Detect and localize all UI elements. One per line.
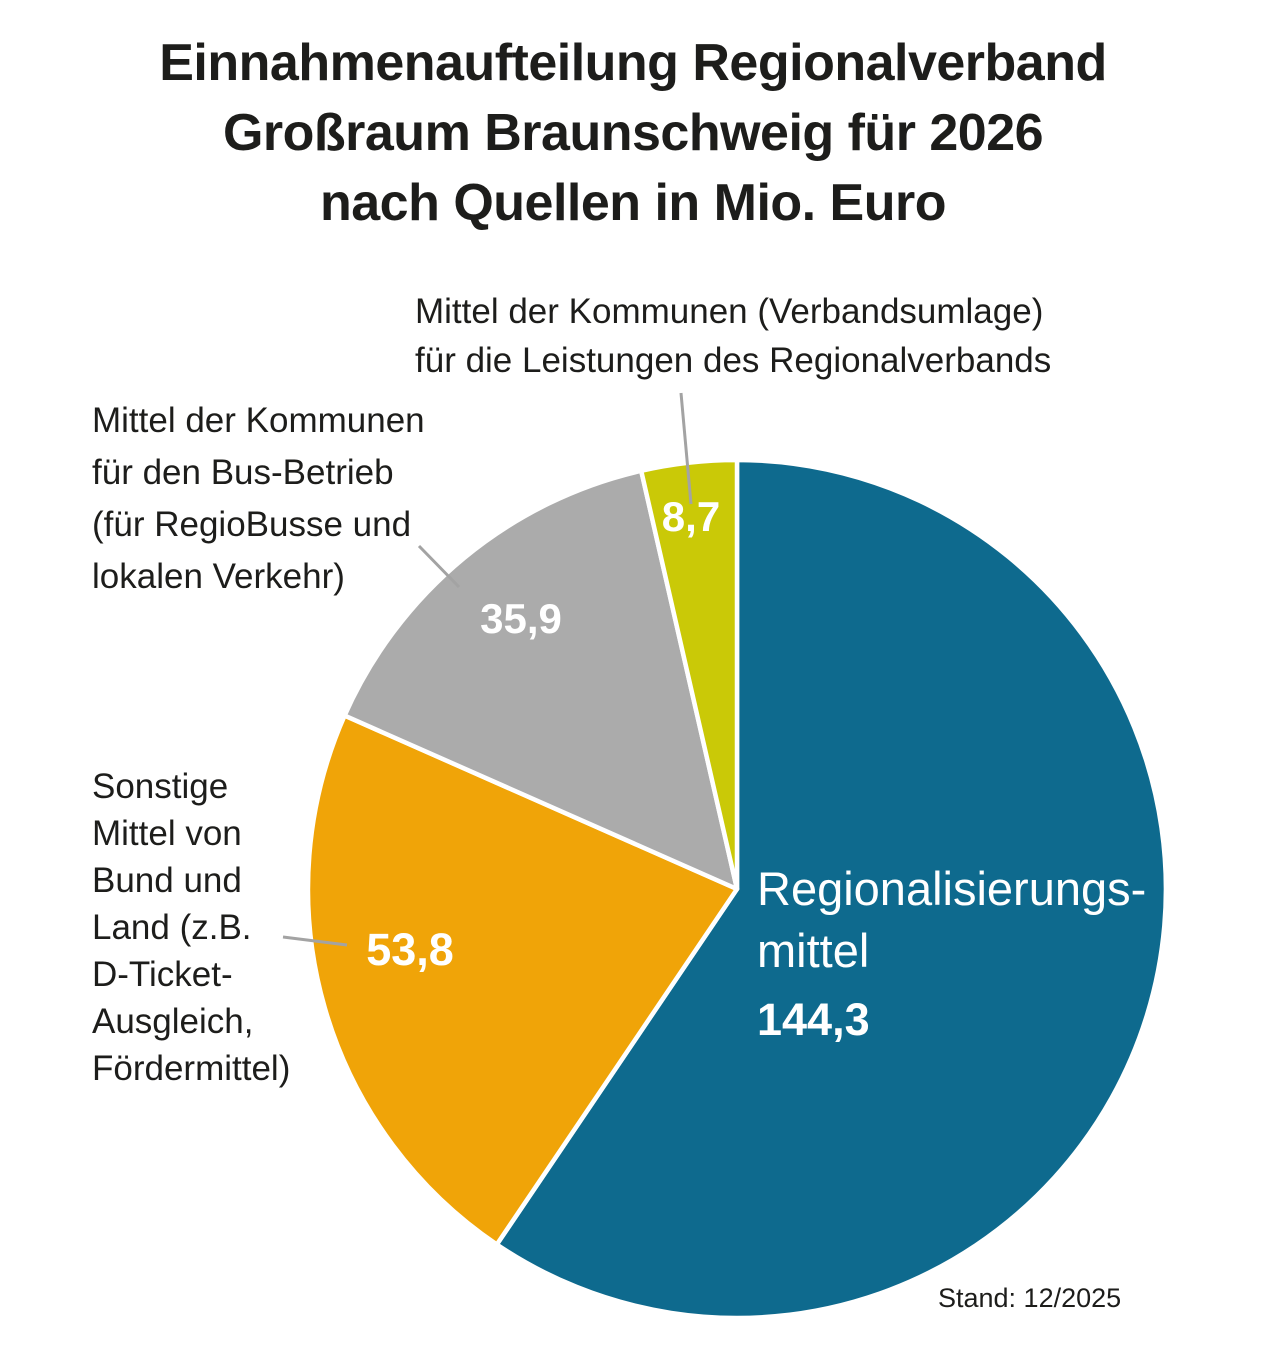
pie-slices-group xyxy=(305,457,1169,1321)
pie-slice-0 xyxy=(494,457,1169,1321)
leader-line-sonstige-mittel xyxy=(282,935,348,947)
stand-note: Stand: 12/2025 xyxy=(938,1283,1122,1313)
slice-value-verbandsumlage: 8,7 xyxy=(661,493,721,540)
slice-value-sonstige-mittel: 53,8 xyxy=(366,924,454,975)
annotation-verbandsumlage: Mittel der Kommunen (Verbandsumlage) für… xyxy=(415,292,1052,380)
pie-slice-1 xyxy=(305,713,740,1247)
slice-name-regionalisierungsmittel: Regionalisierungs- mittel xyxy=(757,862,1147,977)
pie-slice-2 xyxy=(342,468,740,892)
leader-line-verbandsumlage xyxy=(679,392,693,505)
chart-title: Einnahmenaufteilung Regionalverband Groß… xyxy=(159,34,1107,232)
pie-slice-3 xyxy=(638,457,740,892)
slice-value-busbetrieb: 35,9 xyxy=(480,595,562,642)
leader-line-busbetrieb xyxy=(417,544,461,589)
slice-value-regionalisierungsmittel: 144,3 xyxy=(757,994,870,1045)
annotation-sonstige-mittel: Sonstige Mittel von Bund und Land (z.B. … xyxy=(92,767,291,1088)
annotation-busbetrieb: Mittel der Kommunen für den Bus-Betrieb … xyxy=(92,401,425,596)
slice-label-regionalisierungsmittel: Regionalisierungs- mittel 144,3 xyxy=(757,858,1146,1046)
